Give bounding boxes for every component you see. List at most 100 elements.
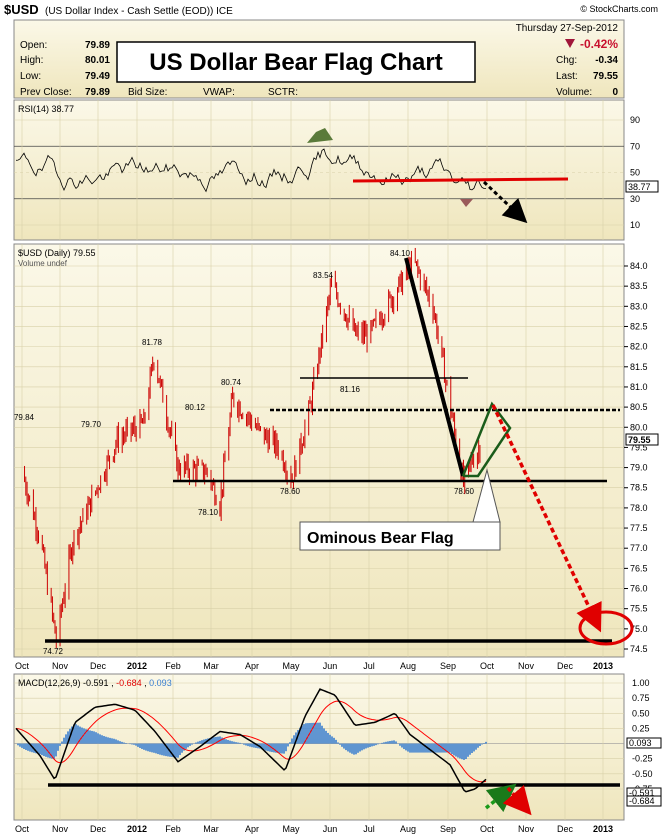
x-axis-label: Feb [165,824,181,834]
macd-hist-bar [81,727,83,744]
macd-hist-bar [177,743,179,758]
macd-hist-bar [215,736,217,744]
macd-hist-bar [249,743,251,747]
price-current-tag: 79.55 [625,433,659,446]
rsi-axis: 90 70 50 30 10 [630,115,640,230]
price-axis: 84.0 83.5 83.0 82.5 82.0 81.5 81.0 80.5 80.0 79.5… [624,261,648,654]
x-axis-label: Aug [400,824,416,834]
macd-hist-bar [131,743,133,745]
macd-down-arrow [502,784,532,816]
x-axis-label: 2012 [127,661,147,671]
price-tick-label: 82.5 [630,321,648,331]
macd-hist-bar [359,743,361,752]
macd-hist-bar [301,725,303,744]
rsi-tick-label: 50 [630,168,640,178]
macd-hist-bar [471,743,473,754]
macd-hist-bar [305,723,307,744]
macd-hist-bar [209,737,211,744]
rsi-label: RSI(14) 38.77 [18,104,74,114]
x-axis-label: 2012 [127,824,147,834]
price-tick-label: 83.0 [630,301,648,311]
macd-hist-bar [25,743,27,750]
price-callouts: 79.84 79.70 81.78 80.12 80.74 83.54 84.10 81.16… [14,249,475,656]
macd-hist-bar [303,724,305,744]
macd-tag-box [626,737,662,749]
macd-hist-bar [395,741,397,744]
macd-hist-bar [437,743,439,753]
macd-hist-bar [485,741,487,744]
chart-title-box: US Dollar Bear Flag Chart [116,41,476,83]
macd-hist-bar [409,743,411,753]
price-tick-label: 76.5 [630,563,648,573]
macd-hist-bar [109,737,111,744]
rsi-oversold-fill [460,199,473,207]
macd-hist-bar [287,743,289,747]
macd-hist-bar [115,739,117,744]
macd-hist-bar [163,743,165,756]
macd-hist-bar [185,743,187,749]
macd-hist-bar [161,743,163,756]
macd-hist-bar [113,738,115,744]
macd-hist-bar [331,736,333,744]
macd-hist-bar [223,738,225,744]
macd-hist-bar [447,743,449,753]
macd-hist-bar [183,743,185,751]
price-tick-label: 77.0 [630,543,648,553]
macd-hist-bar [381,742,383,744]
chg-value: -0.34 [595,55,618,66]
macd-hist-bar [39,743,41,755]
macd-hist-bar [73,724,75,744]
price-target-arrow [491,404,602,633]
symbol-description: (US Dollar Index - Cash Settle (EOD)) IC… [45,6,233,17]
macd-hist-bar [469,743,471,755]
macd-hist-bar [175,743,177,758]
macd-tick-label: 0.25 [632,723,650,733]
annotation-box [299,521,501,551]
macd-hist-bar [251,743,253,748]
macd-hist-bar [87,729,89,744]
macd-tick-label: 0.50 [632,708,650,718]
macd-hist-bar [187,743,189,748]
price-tick-label: 80.0 [630,422,648,432]
quote-date: Thursday 27-Sep-2012 [516,23,619,34]
bear-flag-channel [461,401,512,478]
flagpole-line [404,257,465,477]
macd-hist-bar [229,740,231,744]
macd-hist-bar [373,743,375,746]
macd-hist-bar [423,743,425,753]
macd-hist-bar [79,726,81,744]
macd-hist-bar [365,743,367,749]
macd-hist-bar [217,736,219,744]
macd-hist-bar [61,741,63,744]
macd-hist-bar [391,740,393,744]
macd-panel [13,673,625,821]
macd-hist-bar [341,743,343,747]
price-panel [13,243,625,658]
macd-up-arrow [484,783,517,813]
bid-size-label: Bid Size: [128,87,167,98]
rsi-support-line [352,177,569,183]
macd-hist-bar [151,743,153,753]
macd-macd-tag: -0.591 [629,788,655,798]
price-tick-label: 75.0 [630,624,648,634]
x-axis-label: May [282,824,300,834]
macd-hist-bar [21,743,23,748]
price-callout-label: 83.54 [313,271,334,280]
macd-hist-bar [433,743,435,753]
x-axis-label: Apr [245,661,259,671]
price-tick-label: 79.0 [630,463,648,473]
macd-tags: 0.093 -0.591-0.684 [626,737,662,807]
price-current-value: 79.55 [628,435,651,445]
macd-hist-bar [31,743,33,753]
x-axis-label: Oct [15,661,30,671]
macd-hist-bar [125,743,127,744]
macd-hist-bar [473,743,475,752]
macd-hist-bar [277,743,279,754]
macd-signal-line [15,700,487,783]
macd-hist-bar [335,739,337,744]
macd-hist-bar [89,730,91,744]
price-grid [14,244,624,657]
macd-hist-bar [431,743,433,753]
macd-hist-bar [121,741,123,744]
down-arrow-icon [565,39,575,48]
